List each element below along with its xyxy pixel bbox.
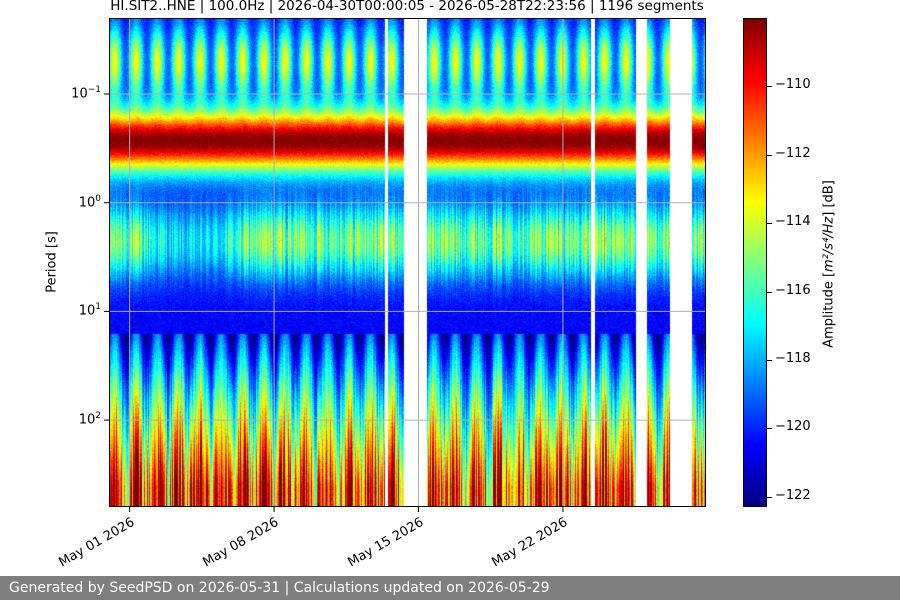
y-tick-label: 100 xyxy=(78,193,101,211)
colorbar-tick-mark xyxy=(767,223,772,225)
colorbar-tick-label: −122 xyxy=(775,487,811,503)
colorbar-tick-label: −110 xyxy=(775,77,811,93)
x-tick-label: May 08 2026 xyxy=(200,515,282,571)
colorbar-tick-label: −114 xyxy=(775,214,811,230)
colorbar-tick-label: −112 xyxy=(775,145,811,161)
chart-title: HI.SIT2..HNE | 100.0Hz | 2026-04-30T00:0… xyxy=(110,0,704,14)
y-tick-label: 10−1 xyxy=(71,84,101,102)
colorbar xyxy=(743,18,767,507)
colorbar-tick-mark xyxy=(767,86,772,88)
colorbar-tick-label: −118 xyxy=(775,350,811,366)
colorbar-tick-mark xyxy=(767,428,772,430)
y-tick-label: 101 xyxy=(78,302,101,319)
colorbar-tick-mark xyxy=(767,359,772,361)
footer-bar: Generated by SeedPSD on 2026-05-31 | Cal… xyxy=(0,576,900,600)
colorbar-tick-label: −120 xyxy=(775,419,811,435)
axes-overlay xyxy=(104,18,706,512)
colorbar-tick-mark xyxy=(767,496,772,498)
spectrogram-heatmap xyxy=(109,18,706,507)
x-tick-label: May 01 2026 xyxy=(55,515,137,571)
y-tick-label: 102 xyxy=(78,411,101,428)
colorbar-label: Amplitude [m²/s⁴/Hz] [dB] xyxy=(821,180,837,348)
plot-area xyxy=(104,18,706,512)
x-tick-label: May 22 2026 xyxy=(489,515,571,571)
plot-border xyxy=(109,18,706,507)
colorbar-tick-mark xyxy=(767,291,772,293)
colorbar-tick-mark xyxy=(767,154,772,156)
colorbar-tick-label: −116 xyxy=(775,282,811,298)
x-tick-label: May 15 2026 xyxy=(344,515,426,571)
y-axis-label: Period [s] xyxy=(44,231,60,293)
